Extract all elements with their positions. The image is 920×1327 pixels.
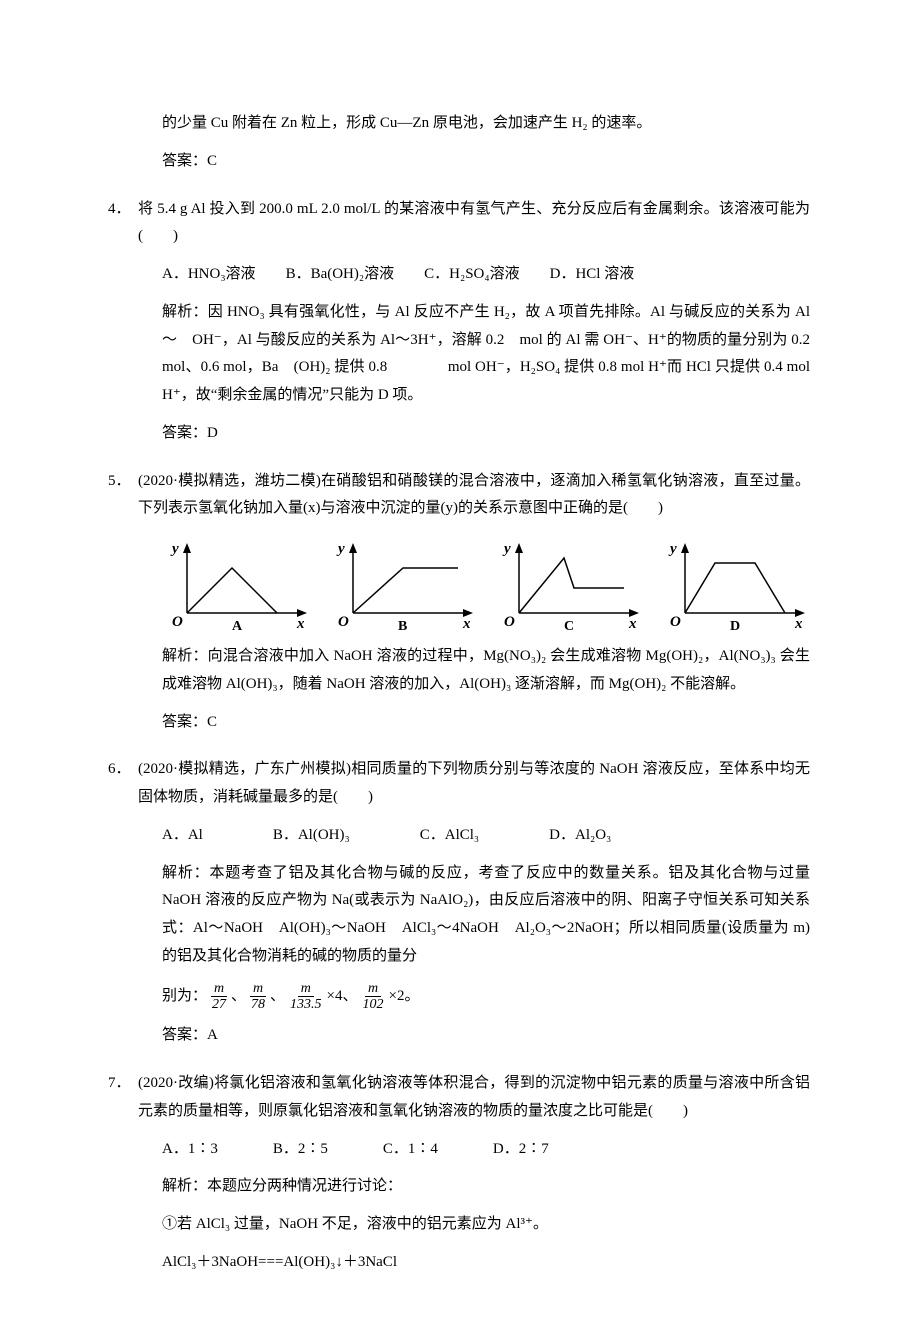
q6-fraction-line: 别为： m 27 、 m 78 、 m 133.5 ×4 、 m 102 ×2 … [162,981,810,1013]
intro-continuation: 的少量 Cu 附着在 Zn 粒上，形成 Cu—Zn 原电池，会加速产生 H₂ 的… [162,110,810,138]
q6-number: 6． [108,756,138,812]
frac-4-suffix: ×2 [389,983,405,1011]
q6-explain: 解析：本题考查了铝及其化合物与碱的反应，考查了反应中的数量关系。铝及其化合物与过… [162,860,810,971]
q7-stem: (2020·改编)将氯化铝溶液和氢氧化钠溶液等体积混合，得到的沉淀物中铝元素的质… [138,1070,810,1126]
q5-answer: 答案：C [162,709,810,737]
q5-figure-row: y x O A y x O B [162,533,810,633]
q5-explain: 解析：向混合溶液中加入 NaOH 溶液的过程中，Mg(NO₃)₂ 会生成难溶物 … [162,643,810,699]
svg-text:O: O [338,614,349,630]
q6-options: A．Al B．Al(OH)₃ C．AlCl₃ D．Al₂O₃ [162,822,810,850]
frac-prefix: 别为： [162,983,207,1011]
frac-2: m 78 [248,981,268,1013]
frac-1: m 27 [209,981,229,1013]
q7-number: 7． [108,1070,138,1126]
q7-option-a: A．1∶3 [162,1136,218,1164]
q4-number: 4． [108,196,138,252]
q5-number: 5． [108,468,138,524]
q7-option-d: D．2∶7 [493,1136,549,1164]
frac-4: m 102 [360,981,387,1013]
q4-explain: 解析：因 HNO₃ 具有强氧化性，与 Al 反应不产生 H₂，故 A 项首先排除… [162,299,810,410]
svg-text:C: C [564,619,574,633]
svg-text:B: B [398,619,407,633]
svg-text:x: x [462,616,471,632]
q4-options: A．HNO₃溶液 B．Ba(OH)₂溶液 C．H₂SO₄溶液 D．HCl 溶液 [162,261,810,289]
svg-text:y: y [502,541,511,557]
page-container: 的少量 Cu 附着在 Zn 粒上，形成 Cu—Zn 原电池，会加速产生 H₂ 的… [0,0,920,1327]
q4-option-b: B．Ba(OH)₂溶液 [286,261,395,289]
q5-figure-a: y x O A [162,533,312,633]
q5-figure-b: y x O B [328,533,478,633]
q7-explain-3: AlCl₃＋3NaOH===Al(OH)₃↓＋3NaCl [162,1249,810,1277]
q6-option-b: B．Al(OH)₃ [273,822,350,850]
svg-text:x: x [794,616,803,632]
svg-text:y: y [170,541,179,557]
q5-figure-c: y x O C [494,533,644,633]
q7-explain-1: 解析：本题应分两种情况进行讨论： [162,1173,810,1201]
sep-2: 、 [270,983,285,1011]
sep-1: 、 [231,983,246,1011]
q7-options: A．1∶3 B．2∶5 C．1∶4 D．2∶7 [162,1136,810,1164]
q4-answer: 答案：D [162,420,810,448]
svg-text:O: O [504,614,515,630]
q7-option-c: C．1∶4 [383,1136,438,1164]
q5-stem: (2020·模拟精选，潍坊二模)在硝酸铝和硝酸镁的混合溶液中，逐滴加入稀氢氧化钠… [138,468,810,524]
svg-text:x: x [296,616,305,632]
frac-trailing: 。 [405,983,420,1011]
frac-3-suffix: ×4 [327,983,343,1011]
question-7: 7． (2020·改编)将氯化铝溶液和氢氧化钠溶液等体积混合，得到的沉淀物中铝元… [108,1070,810,1126]
q6-option-c: C．AlCl₃ [420,822,479,850]
frac-3: m 133.5 [287,981,325,1013]
q4-option-a: A．HNO₃溶液 [162,261,256,289]
q6-option-d: D．Al₂O₃ [549,822,611,850]
sep-3: 、 [343,983,358,1011]
svg-text:y: y [668,541,677,557]
question-5: 5． (2020·模拟精选，潍坊二模)在硝酸铝和硝酸镁的混合溶液中，逐滴加入稀氢… [108,468,810,524]
q4-option-d: D．HCl 溶液 [550,261,635,289]
q6-option-a: A．Al [162,822,203,850]
intro-answer: 答案：C [162,148,810,176]
question-6: 6． (2020·模拟精选，广东广州模拟)相同质量的下列物质分别与等浓度的 Na… [108,756,810,812]
svg-text:y: y [336,541,345,557]
q6-stem: (2020·模拟精选，广东广州模拟)相同质量的下列物质分别与等浓度的 NaOH … [138,756,810,812]
svg-text:A: A [232,619,243,633]
q4-stem: 将 5.4 g Al 投入到 200.0 mL 2.0 mol/L 的某溶液中有… [138,196,810,252]
question-4: 4． 将 5.4 g Al 投入到 200.0 mL 2.0 mol/L 的某溶… [108,196,810,252]
q4-option-c: C．H₂SO₄溶液 [424,261,519,289]
q7-explain-2: ①若 AlCl₃ 过量，NaOH 不足，溶液中的铝元素应为 Al³⁺。 [162,1211,810,1239]
svg-text:O: O [670,614,681,630]
q5-figure-d: y x O D [660,533,810,633]
svg-text:D: D [730,619,740,633]
q7-option-b: B．2∶5 [273,1136,328,1164]
q6-answer: 答案：A [162,1022,810,1050]
svg-text:O: O [172,614,183,630]
svg-text:x: x [628,616,637,632]
